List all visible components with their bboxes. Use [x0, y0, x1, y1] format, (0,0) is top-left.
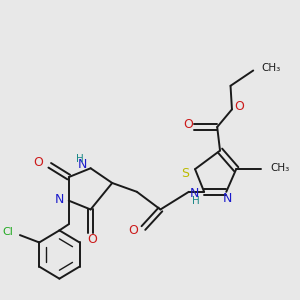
Text: O: O [183, 118, 193, 131]
Text: O: O [34, 157, 44, 169]
Text: CH₃: CH₃ [261, 63, 280, 73]
Text: CH₃: CH₃ [271, 163, 290, 173]
Text: O: O [234, 100, 244, 113]
Text: N: N [55, 193, 64, 206]
Text: N: N [190, 187, 200, 200]
Text: O: O [87, 233, 97, 246]
Text: S: S [181, 167, 189, 180]
Text: O: O [128, 224, 138, 237]
Text: Cl: Cl [3, 227, 14, 237]
Text: H: H [76, 154, 84, 164]
Text: H: H [192, 196, 200, 206]
Text: N: N [78, 158, 87, 171]
Text: N: N [223, 192, 232, 205]
